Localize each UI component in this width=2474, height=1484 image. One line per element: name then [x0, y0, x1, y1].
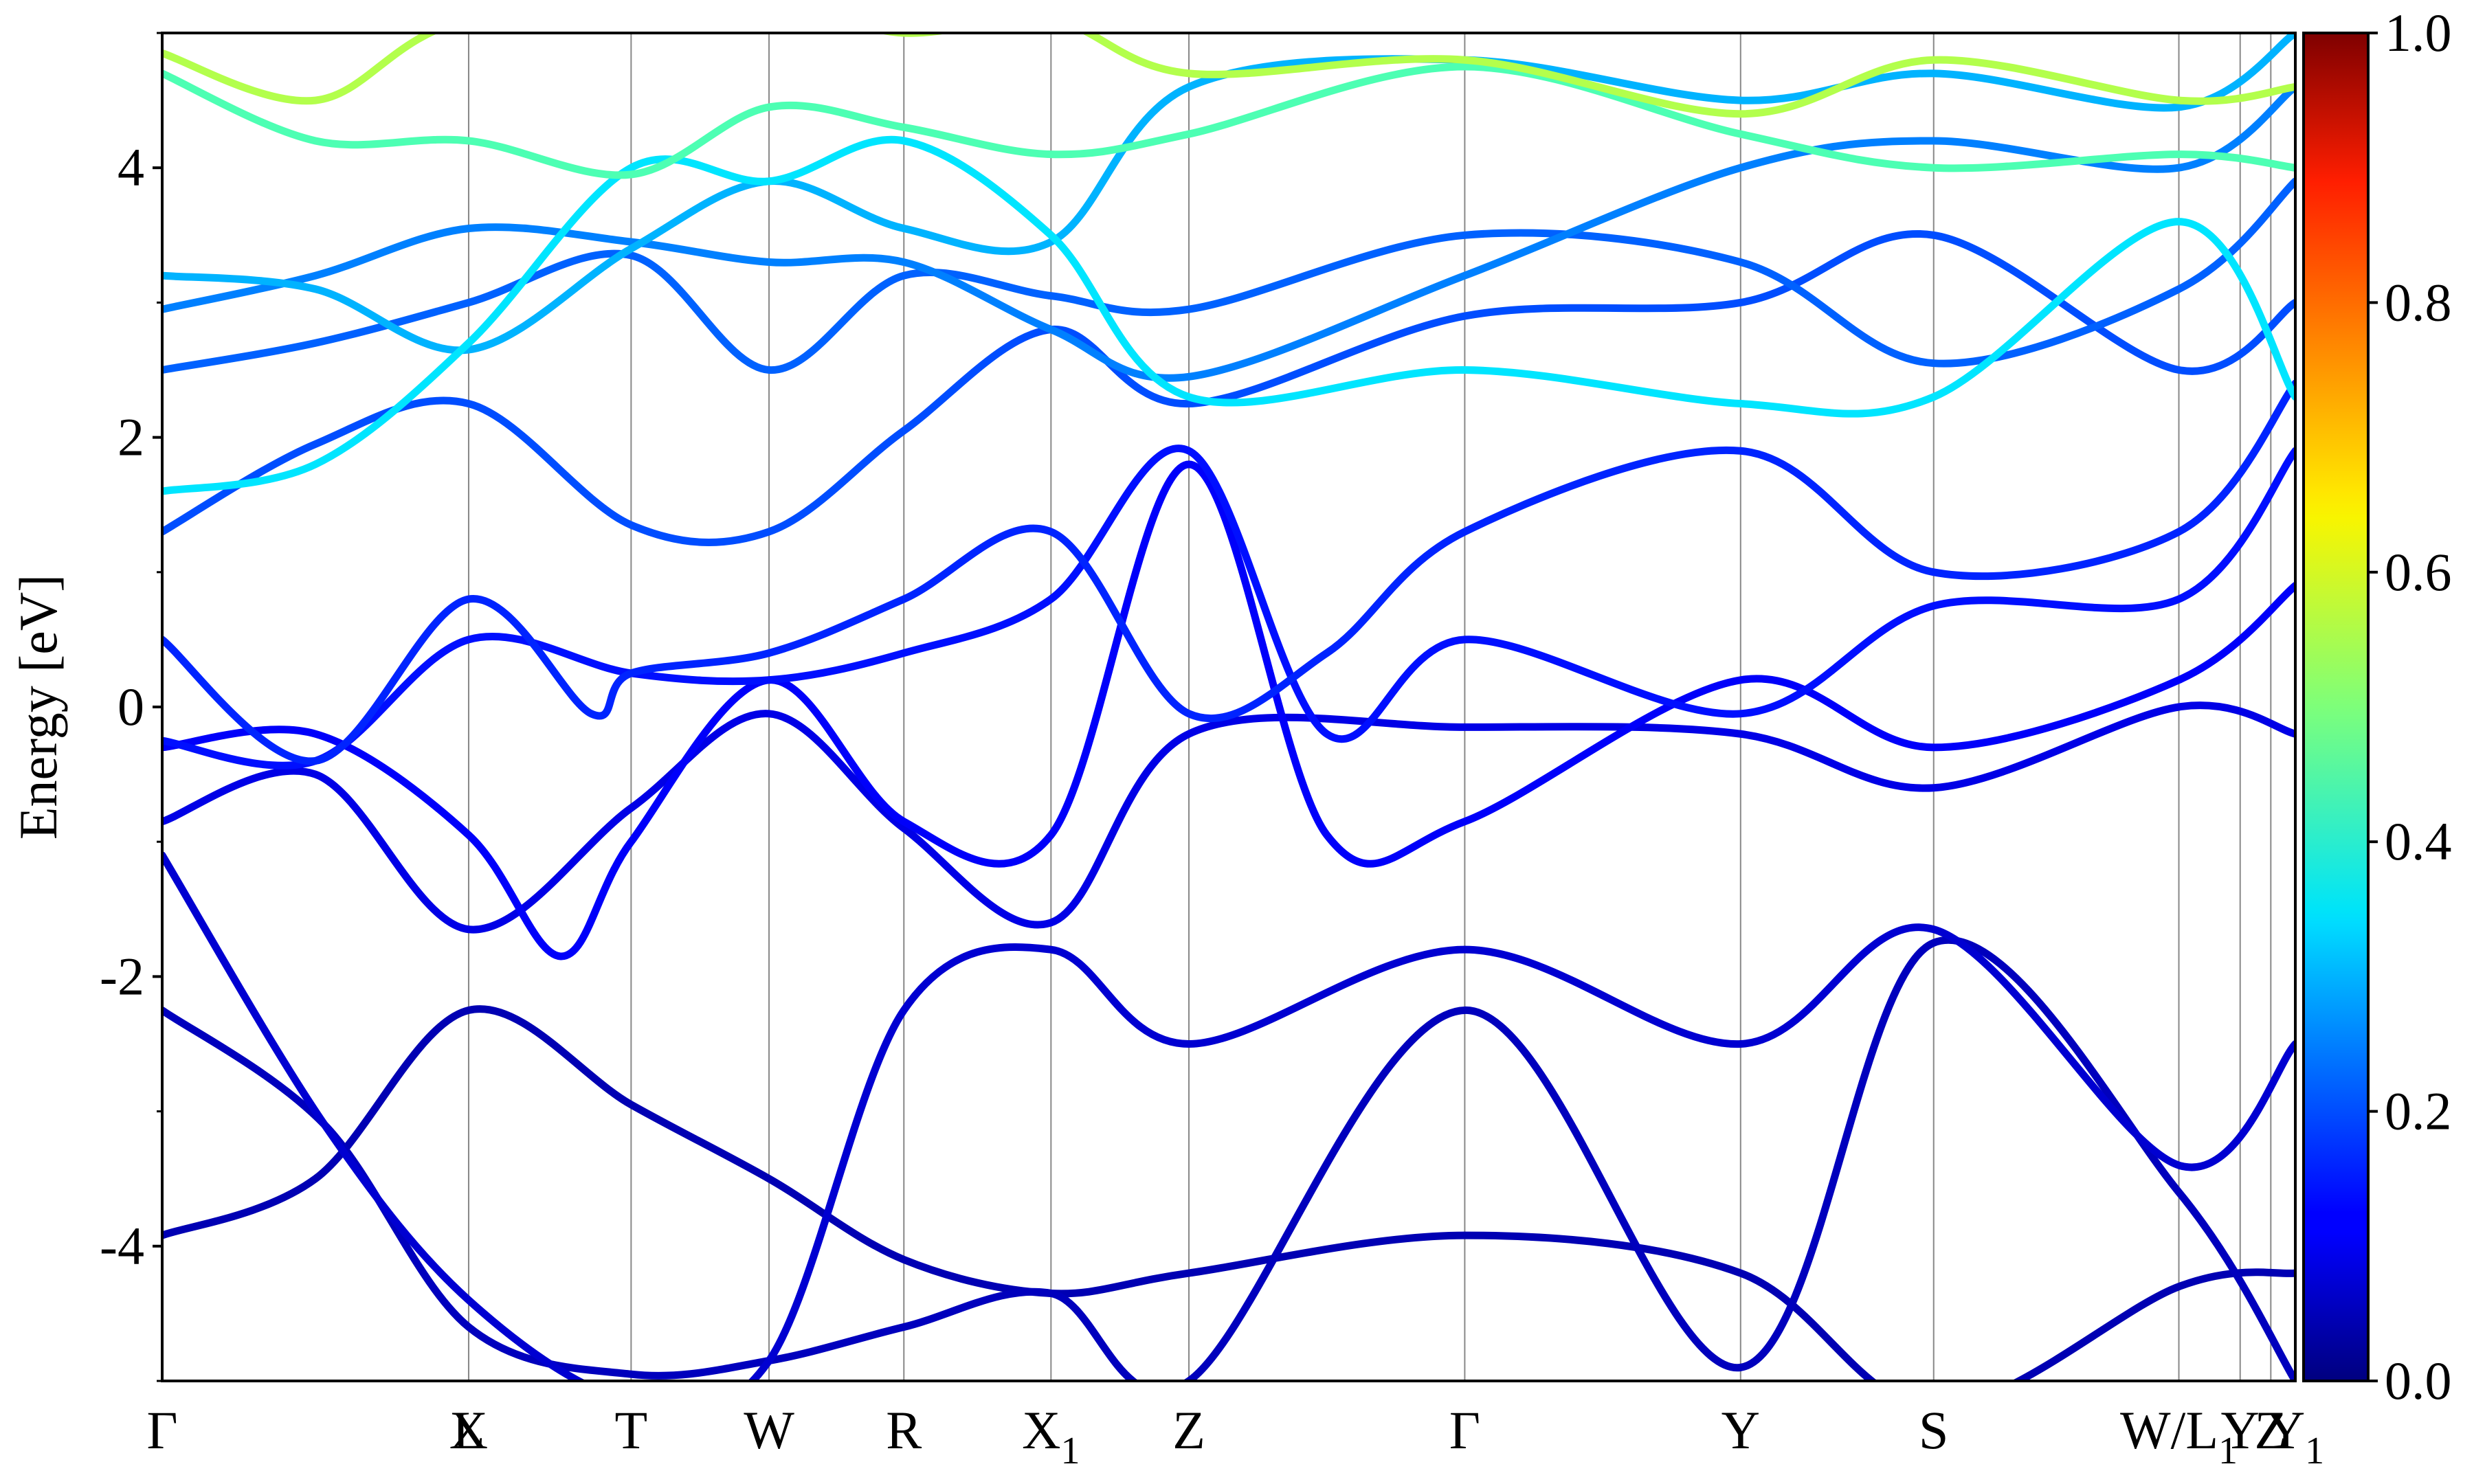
plot-frame: [161, 32, 2297, 1382]
kpoint-label-7: Z: [1172, 1400, 1205, 1460]
kpoint-label-11: W/L1: [2120, 1400, 2238, 1472]
band-7: [162, 230, 2295, 546]
colorbar-tick-label: 0.2: [2385, 1081, 2452, 1141]
band-13: [162, 33, 2295, 118]
kpoint-label-3: T: [615, 1400, 648, 1460]
colorbar: [2302, 32, 2370, 1382]
band-6: [162, 379, 2295, 765]
band-3: [162, 701, 2295, 934]
band-2: [162, 851, 2295, 1381]
y-tick-label: -2: [100, 946, 144, 1006]
band-lines: [162, 33, 2295, 1381]
colorbar-tick-label: 0.6: [2385, 542, 2452, 602]
kpoint-label-12: Y: [2221, 1400, 2260, 1460]
band-12: [162, 63, 2295, 179]
kpoint-label-9: Y: [1721, 1400, 1760, 1460]
y-tick-label: 0: [118, 677, 144, 737]
y-tick-label: 4: [118, 137, 144, 197]
colorbar-tick-label: 1.0: [2385, 3, 2452, 63]
band-9: [162, 82, 2295, 382]
y-axis: -4 -2 0 2 4: [100, 32, 162, 1382]
colorbar-tick-label: 0.4: [2385, 811, 2452, 871]
band-0: [162, 1005, 2295, 1381]
y-axis-label: Energy [eV]: [8, 574, 68, 840]
kpoint-label-0: Γ: [146, 1400, 177, 1460]
kpoint-label-14: Y1: [2266, 1400, 2324, 1472]
kpoint-label-2: L: [452, 1400, 485, 1460]
kpoint-label-8: Γ: [1449, 1400, 1480, 1460]
band-4: [162, 460, 2295, 960]
y-tick-label: -4: [100, 1216, 144, 1276]
high-symmetry-lines: [467, 33, 2272, 1381]
y-tick-label: 2: [118, 407, 144, 467]
colorbar-tick-label: 0.8: [2385, 272, 2452, 332]
kpoint-label-4: W: [744, 1400, 794, 1460]
kpoint-label-6: X1: [1022, 1400, 1080, 1472]
kpoint-label-13: Z: [2254, 1400, 2287, 1460]
colorbar-axis: 0.0 0.2 0.4 0.6 0.8 1.0: [2368, 3, 2452, 1410]
band-5: [162, 445, 2295, 769]
kpoint-label-10: S: [1919, 1400, 1948, 1460]
band-10: [162, 33, 2295, 355]
band-1: [162, 936, 2295, 1381]
kpoint-label-1: X: [449, 1400, 488, 1460]
colorbar-tick-label: 0.0: [2385, 1351, 2452, 1410]
kpoint-label-5: R: [886, 1400, 922, 1460]
band-11: [162, 135, 2295, 495]
band-8: [162, 177, 2295, 374]
